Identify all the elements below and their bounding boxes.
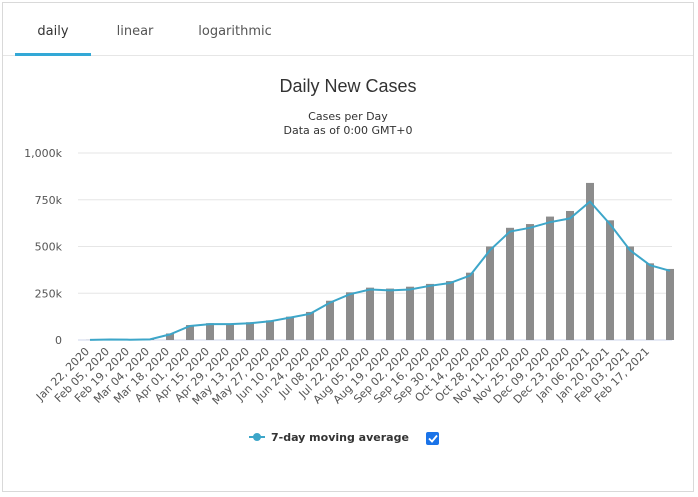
daily-case-bar — [406, 286, 414, 340]
daily-case-bar — [226, 323, 234, 340]
chart-subtitle-line2: Data as of 0:00 GMT+0 — [284, 124, 413, 137]
moving-average-line — [89, 200, 671, 341]
check-icon — [428, 434, 438, 443]
daily-case-bar — [286, 316, 294, 340]
tab-linear-label: linear — [116, 24, 154, 39]
daily-case-bar — [206, 323, 214, 340]
daily-case-bars — [86, 182, 674, 340]
tab-logarithmic-label: logarithmic — [198, 24, 272, 39]
daily-case-bar — [486, 246, 494, 340]
daily-case-bar — [586, 182, 594, 340]
tab-daily[interactable]: daily — [15, 3, 91, 56]
daily-case-bar — [346, 292, 354, 340]
daily-case-bar — [466, 272, 474, 340]
active-tab-indicator — [15, 53, 91, 56]
chart-title: Daily New Cases — [279, 76, 416, 96]
chart-subtitle-line1: Cases per Day — [308, 110, 388, 123]
daily-case-bar — [186, 325, 194, 340]
legend[interactable]: 7-day moving average — [249, 431, 409, 444]
legend-marker — [253, 433, 261, 441]
legend-label: 7-day moving average — [271, 431, 409, 444]
daily-case-bar — [366, 287, 374, 340]
daily-case-bar — [606, 220, 614, 340]
y-tick-label: 1,000k — [24, 147, 62, 160]
y-axis-tick-labels: 0 250k 500k 750k 1,000k — [24, 147, 62, 347]
daily-case-bar — [246, 322, 254, 340]
daily-case-bar — [646, 263, 654, 340]
moving-average-checkbox[interactable] — [426, 432, 439, 445]
daily-case-bar — [326, 300, 334, 340]
y-tick-label: 500k — [35, 241, 63, 254]
tab-daily-label: daily — [37, 24, 69, 39]
tab-logarithmic[interactable]: logarithmic — [183, 3, 287, 55]
daily-case-bar — [166, 333, 174, 340]
daily-case-bar — [266, 320, 274, 340]
y-tick-label: 250k — [35, 287, 63, 300]
y-tick-label: 0 — [55, 334, 62, 347]
y-gridlines — [78, 152, 672, 341]
daily-case-bar — [426, 283, 434, 340]
daily-case-bar — [306, 311, 314, 340]
daily-case-bar — [546, 216, 554, 340]
tab-linear[interactable]: linear — [99, 3, 171, 55]
daily-case-bar — [506, 227, 514, 340]
y-tick-label: 750k — [35, 194, 63, 207]
daily-case-bar — [566, 210, 574, 340]
checkbox-box[interactable] — [426, 432, 439, 445]
daily-case-bar — [626, 246, 634, 340]
daily-case-bar — [526, 224, 534, 340]
daily-case-bar — [446, 281, 454, 340]
daily-case-bar — [386, 288, 394, 340]
chart-tabs: daily linear logarithmic — [3, 3, 693, 56]
daily-case-bar — [666, 268, 674, 340]
